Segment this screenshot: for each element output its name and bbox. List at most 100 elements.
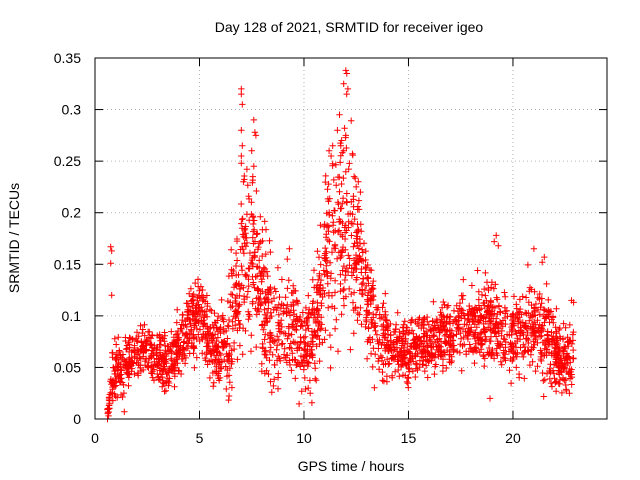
- data-point: [268, 312, 275, 320]
- data-point: [177, 325, 185, 332]
- x-tick-label: 0: [91, 430, 99, 446]
- data-point: [111, 335, 118, 342]
- data-point: [546, 319, 553, 326]
- data-point: [278, 276, 286, 283]
- data-point: [525, 339, 532, 347]
- data-point: [215, 313, 222, 320]
- data-point: [204, 302, 211, 310]
- data-point: [498, 341, 506, 348]
- data-point: [392, 321, 400, 328]
- data-point: [315, 322, 322, 330]
- data-point: [108, 381, 115, 388]
- data-point: [453, 324, 461, 331]
- data-point: [385, 361, 392, 368]
- data-point: [461, 312, 468, 319]
- data-point: [284, 255, 291, 263]
- data-point: [284, 352, 291, 359]
- data-point: [472, 329, 479, 337]
- data-point: [478, 291, 486, 299]
- data-point: [339, 233, 346, 240]
- data-point: [127, 335, 134, 342]
- data-point: [543, 370, 551, 377]
- data-point: [233, 271, 240, 279]
- data-point: [268, 389, 275, 396]
- data-point: [493, 232, 500, 239]
- data-point: [509, 316, 516, 324]
- data-point: [506, 332, 513, 339]
- data-point: [549, 335, 557, 342]
- data-point: [228, 246, 235, 253]
- data-point: [430, 298, 437, 305]
- data-point: [541, 253, 548, 261]
- data-point: [214, 334, 222, 341]
- data-point: [238, 152, 245, 160]
- data-point: [175, 367, 183, 375]
- data-point: [552, 334, 560, 341]
- data-point: [476, 349, 483, 356]
- data-point: [221, 338, 228, 345]
- data-point: [487, 326, 494, 333]
- data-point: [216, 358, 223, 365]
- data-point: [331, 325, 339, 332]
- data-point: [149, 374, 156, 381]
- data-point: [329, 212, 336, 219]
- data-point: [420, 324, 427, 332]
- data-point: [248, 332, 255, 339]
- data-point: [309, 276, 316, 283]
- data-point: [358, 246, 366, 253]
- data-point: [271, 376, 278, 383]
- data-point: [222, 363, 229, 370]
- data-point: [186, 350, 193, 357]
- data-point: [273, 306, 280, 314]
- data-point: [125, 382, 132, 389]
- data-point: [216, 374, 224, 382]
- data-point: [305, 292, 312, 299]
- data-point: [456, 299, 464, 307]
- data-point: [523, 335, 530, 342]
- data-point: [263, 309, 271, 317]
- data-point: [368, 316, 375, 324]
- data-point: [352, 260, 359, 267]
- data-point: [552, 379, 559, 386]
- data-point: [428, 340, 435, 347]
- data-point: [234, 356, 241, 363]
- data-point: [206, 306, 214, 313]
- data-point: [280, 310, 287, 317]
- data-point: [106, 400, 113, 407]
- data-point: [403, 378, 411, 386]
- data-point: [286, 245, 293, 252]
- data-point: [382, 290, 389, 297]
- data-point: [532, 300, 540, 308]
- data-point: [530, 325, 537, 332]
- data-point: [293, 298, 301, 305]
- data-point: [374, 337, 381, 345]
- data-point: [309, 306, 316, 314]
- data-point: [293, 322, 300, 330]
- data-point: [229, 291, 236, 298]
- data-point: [332, 161, 340, 168]
- data-point: [446, 356, 453, 363]
- data-point: [386, 344, 394, 351]
- data-point: [244, 182, 251, 189]
- data-point: [543, 349, 550, 357]
- data-point: [185, 340, 192, 347]
- data-point: [149, 331, 156, 339]
- data-point: [406, 356, 413, 364]
- data-point: [340, 302, 348, 309]
- data-point: [522, 347, 529, 354]
- data-point: [191, 318, 199, 326]
- data-point: [360, 275, 367, 283]
- data-point: [299, 309, 306, 316]
- data-point: [441, 338, 449, 346]
- data-point: [379, 339, 386, 346]
- data-point: [189, 302, 196, 310]
- data-point: [339, 267, 346, 274]
- data-point: [253, 231, 260, 238]
- data-point: [404, 380, 411, 387]
- data-point: [134, 369, 142, 377]
- data-point: [321, 252, 328, 259]
- data-point: [431, 363, 439, 370]
- data-point: [286, 361, 294, 369]
- data-point: [289, 356, 296, 363]
- data-point: [243, 211, 251, 218]
